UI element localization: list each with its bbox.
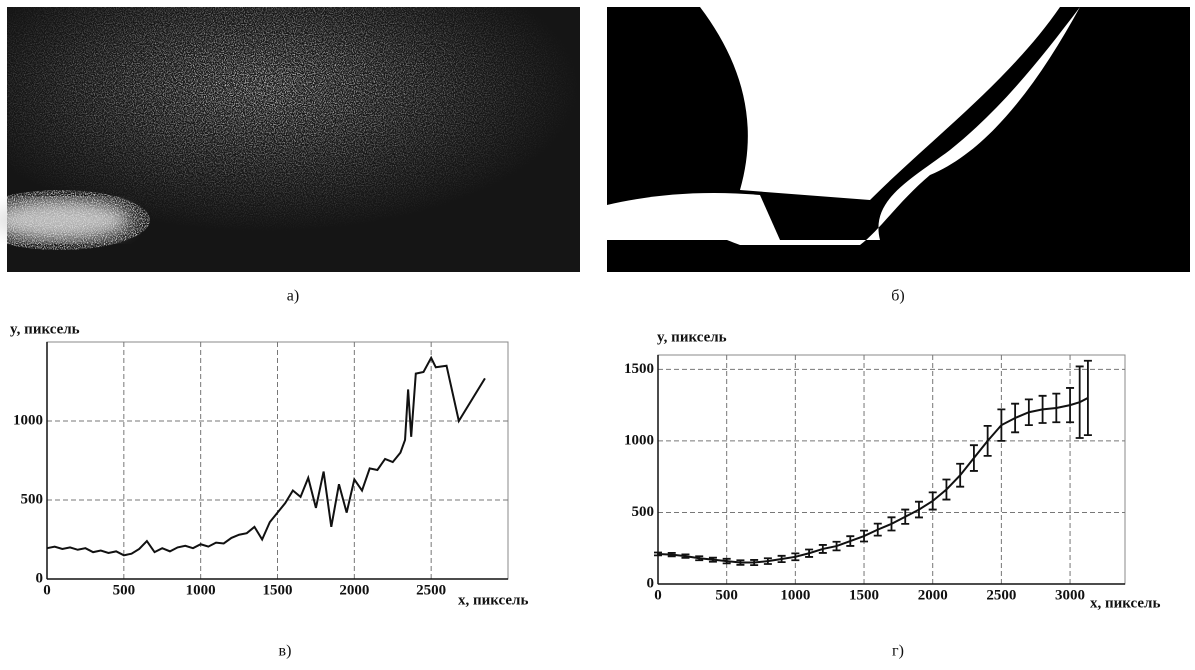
error-bar [983, 424, 992, 457]
y-tick-label: 0 [647, 575, 655, 591]
error-bar [722, 557, 731, 565]
error-bar [736, 559, 745, 566]
caption: в) [279, 643, 292, 660]
y-axis-label: y, пиксель [657, 329, 727, 345]
data-line [46, 355, 486, 557]
error-bar [1075, 365, 1084, 439]
y-tick-label: 500 [632, 504, 655, 520]
error-bar [708, 556, 717, 563]
error-bar [1083, 359, 1092, 437]
x-tick-label: 1500 [849, 587, 879, 603]
y-axis-label: y, пиксель [10, 321, 80, 337]
error-bar [763, 557, 772, 565]
error-bar [1011, 402, 1020, 434]
x-axis-label: x, пиксель [1090, 595, 1160, 611]
error-bar [928, 491, 937, 511]
error-bar [914, 500, 923, 519]
x-tick-label: 0 [654, 587, 662, 603]
error-bar [901, 508, 910, 525]
x-tick-label: 2000 [339, 582, 369, 598]
error-bar [750, 559, 759, 567]
error-bar [997, 408, 1006, 442]
y-tick-label: 1500 [624, 361, 654, 377]
x-tick-label: 1000 [780, 587, 810, 603]
error-bar [956, 462, 965, 488]
plot-frame [657, 354, 1126, 585]
photo-b [607, 7, 1190, 272]
y-tick-label: 1000 [13, 412, 43, 428]
error-bar [1024, 398, 1033, 427]
error-bar [791, 552, 800, 562]
error-bar [681, 553, 690, 559]
x-tick-label: 2500 [416, 582, 446, 598]
caption: б) [891, 288, 904, 305]
error-bar [846, 535, 855, 547]
y-tick-label: 0 [36, 570, 44, 586]
y-tick-label: 1000 [624, 432, 654, 448]
error-bar [1038, 394, 1047, 424]
error-bar [695, 555, 704, 562]
error-bar [873, 522, 882, 537]
x-tick-label: 500 [715, 587, 738, 603]
error-bar [860, 529, 869, 543]
photo-a [0, 7, 580, 272]
error-bar [777, 554, 786, 564]
caption: г) [892, 643, 904, 660]
error-bar [832, 540, 841, 552]
y-tick-label: 500 [21, 491, 44, 507]
error-bar [667, 552, 676, 558]
x-axis-label: x, пиксель [458, 592, 528, 608]
x-tick-label: 3000 [1055, 587, 1085, 603]
error-bar [818, 544, 827, 554]
error-bar [887, 516, 896, 532]
error-bar [805, 548, 814, 558]
error-bar [654, 551, 662, 557]
x-tick-label: 2000 [918, 587, 948, 603]
error-bar [1066, 387, 1075, 424]
caption: а) [287, 288, 299, 305]
error-bar [969, 444, 978, 472]
x-tick-label: 1500 [263, 582, 293, 598]
x-tick-label: 0 [43, 582, 51, 598]
data-line [657, 397, 1089, 564]
error-bar [942, 478, 951, 501]
error-bar [1052, 392, 1061, 424]
x-tick-label: 500 [113, 582, 136, 598]
x-tick-label: 1000 [186, 582, 216, 598]
x-tick-label: 2500 [986, 587, 1016, 603]
